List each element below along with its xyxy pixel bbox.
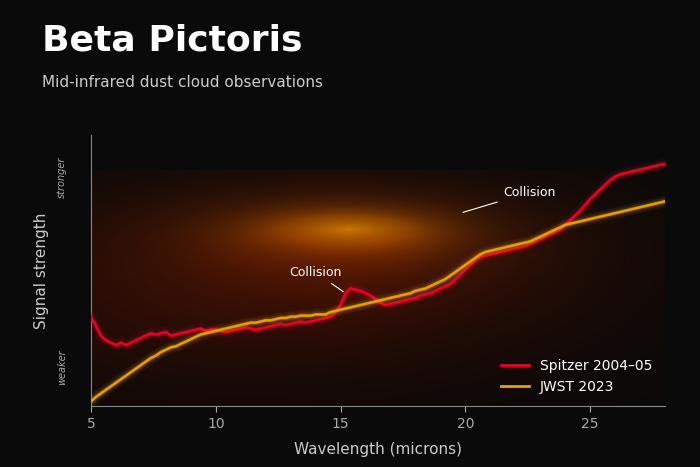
Text: Collision: Collision — [289, 266, 343, 292]
Text: Beta Pictoris: Beta Pictoris — [42, 23, 302, 57]
Y-axis label: Signal strength: Signal strength — [34, 212, 49, 329]
Legend: Spitzer 2004–05, JWST 2023: Spitzer 2004–05, JWST 2023 — [496, 354, 658, 399]
Text: stronger: stronger — [57, 157, 67, 198]
X-axis label: Wavelength (microns): Wavelength (microns) — [294, 442, 462, 457]
Text: Mid-infrared dust cloud observations: Mid-infrared dust cloud observations — [42, 75, 323, 90]
Text: Collision: Collision — [463, 186, 555, 212]
Text: weaker: weaker — [57, 349, 67, 385]
